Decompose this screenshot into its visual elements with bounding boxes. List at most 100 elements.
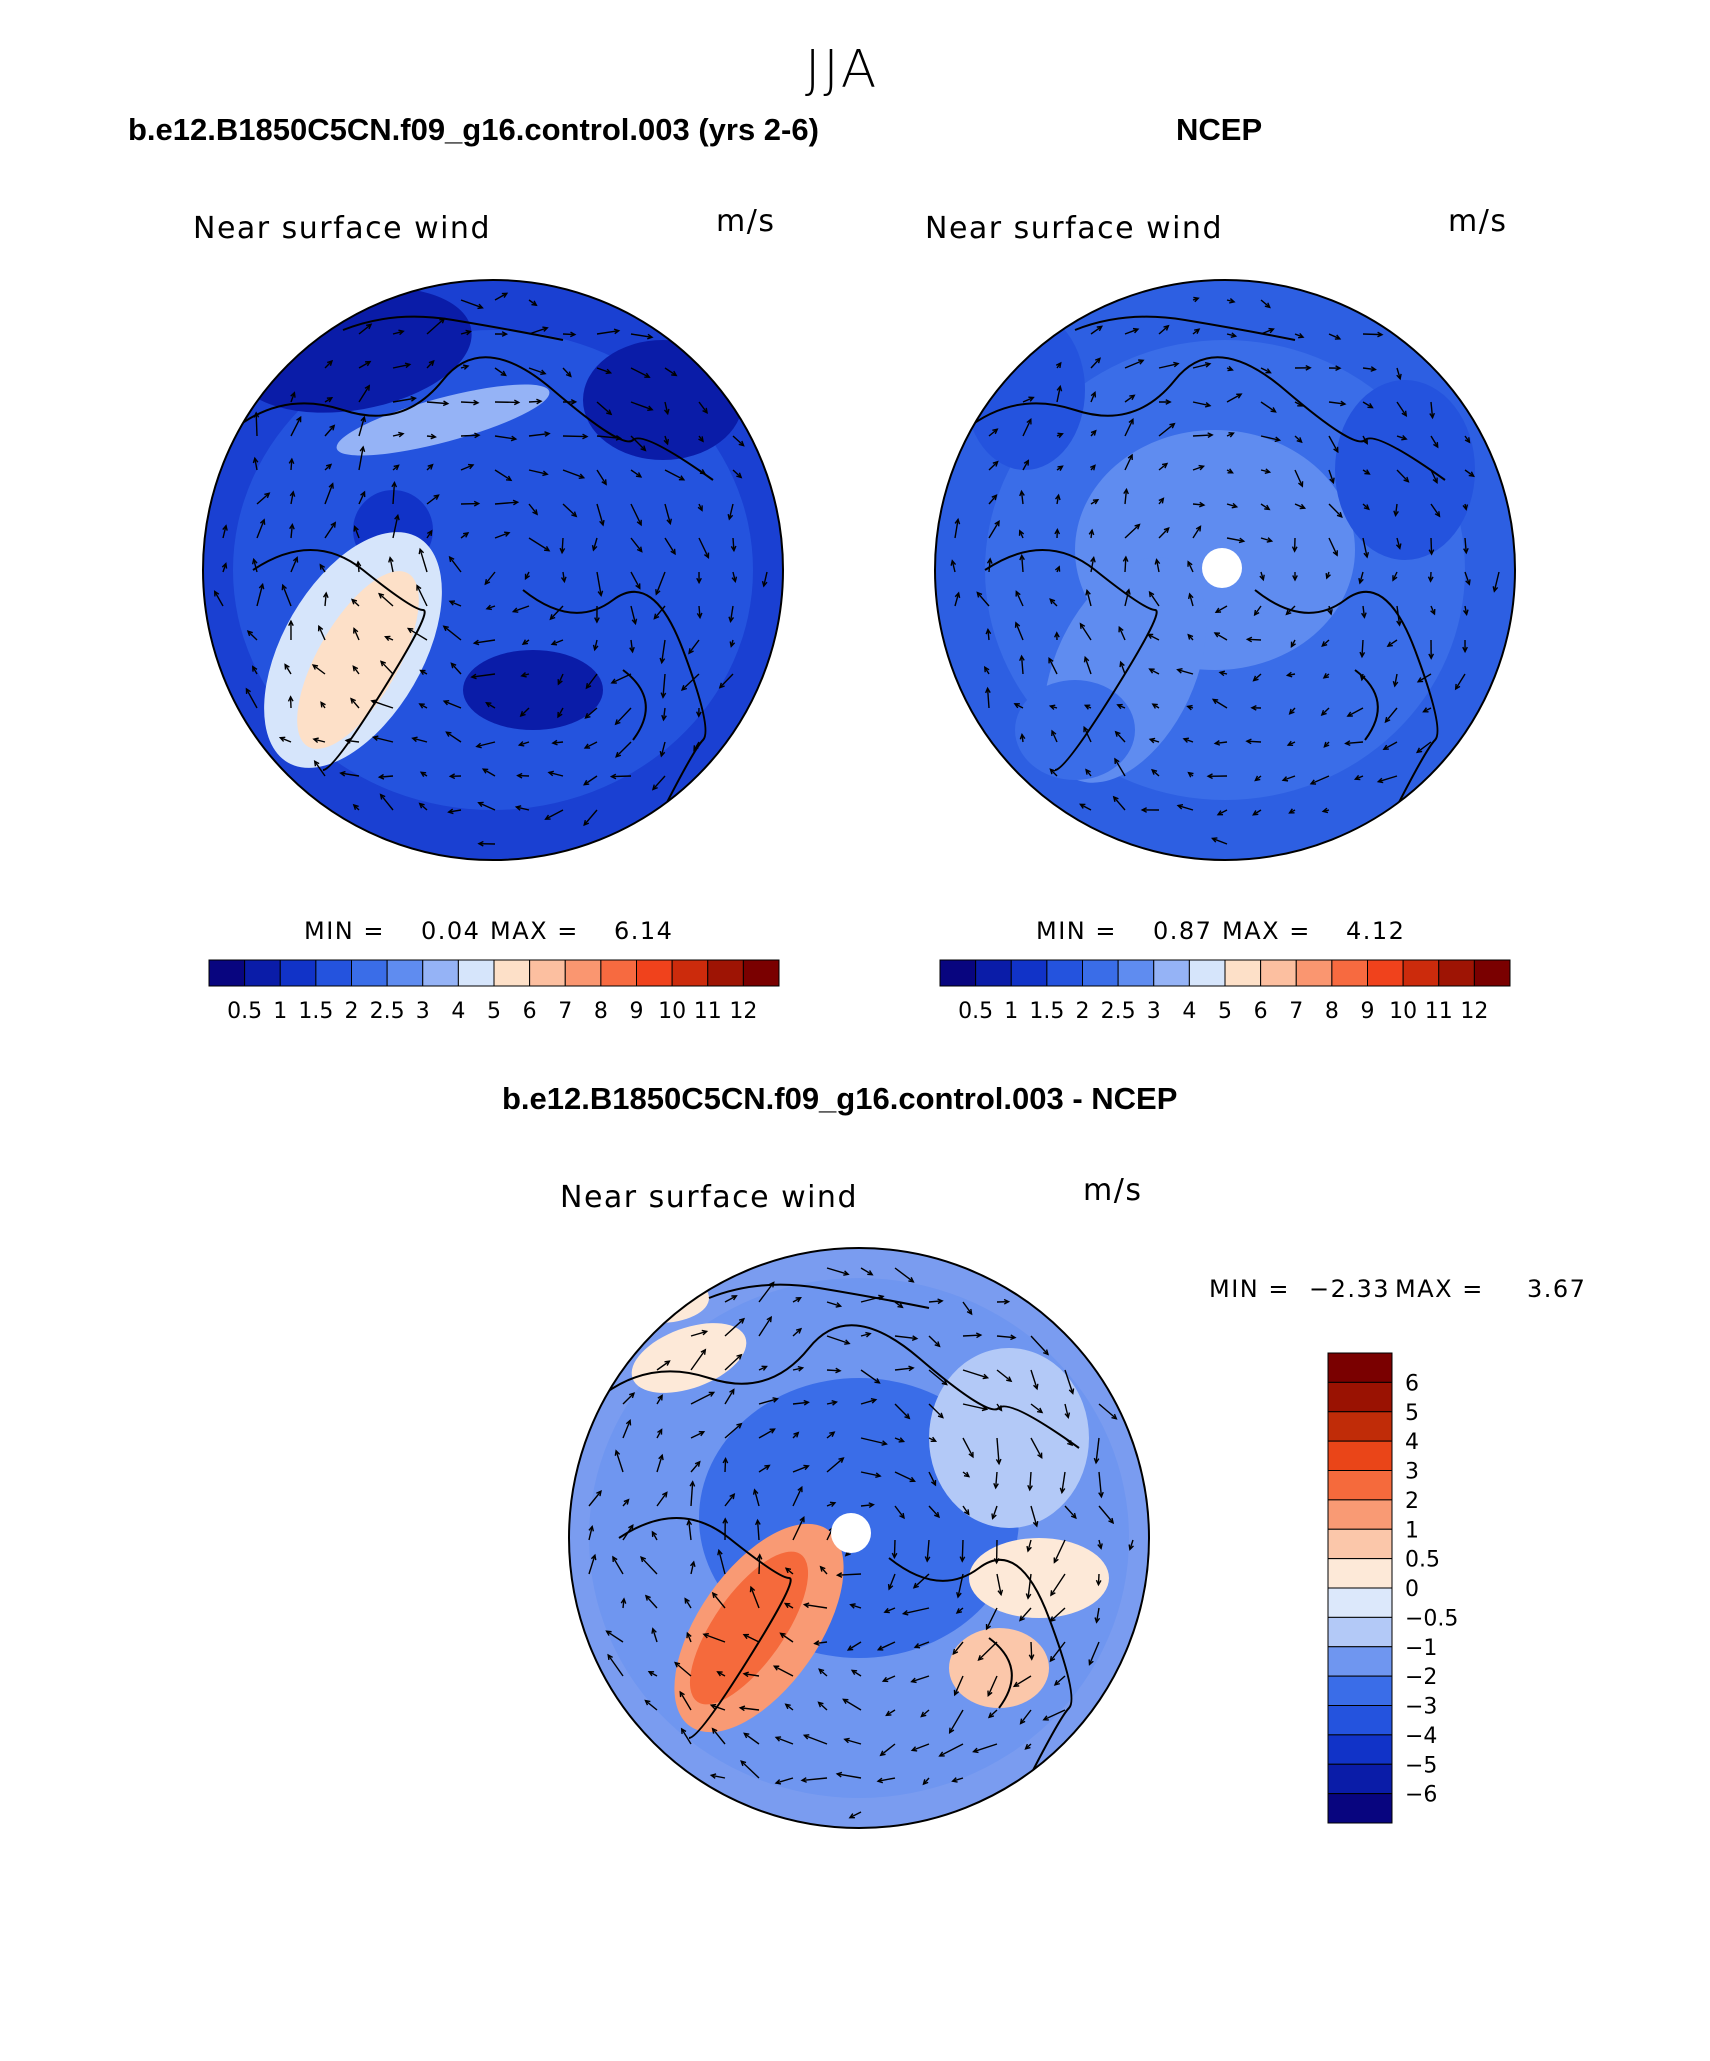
model-wind-vector-head [666, 518, 673, 526]
diff-wind-vector-head [1097, 1543, 1103, 1550]
diff-wind-vector-head [878, 1294, 885, 1301]
model-wind-vector-head [344, 738, 352, 744]
model-wind-vector-head [659, 750, 666, 758]
diff-wind-vector-head [702, 1632, 709, 1639]
diff-wind-vector-head [846, 1645, 854, 1651]
diff-wind-vector-head [897, 1302, 904, 1309]
obs-wind-vector [1020, 656, 1024, 675]
obs-wind-vector-head [1151, 703, 1158, 709]
diff-max-value: 3.67 [1527, 1275, 1587, 1303]
obs-wind-vector [1124, 454, 1133, 471]
obs-wind-vector-head [1433, 442, 1439, 449]
diff-wind-vector-head [910, 1677, 917, 1684]
model-colorbar-tick-label: 6 [523, 999, 537, 1024]
obs-colorbar-swatch [1260, 959, 1297, 987]
diff-wind-vector [961, 1539, 964, 1562]
diff-wind-vector [679, 1691, 692, 1711]
obs-shade-region [1015, 680, 1135, 780]
model-wind-vector [596, 469, 607, 485]
diff-wind-vector [758, 1428, 775, 1439]
obs-wind-vector-head [1140, 807, 1148, 813]
diff-wind-vector-head [764, 1464, 771, 1471]
model-wind-vector-head [445, 731, 452, 737]
diff-wind-vector-head [1128, 1544, 1134, 1551]
model-wind-vector-head [355, 560, 362, 567]
diff-wind-vector [954, 1675, 964, 1696]
diff-wind-vector [1030, 1403, 1043, 1413]
obs-wind-vector-head [1114, 757, 1120, 765]
diff-wind-vector-head [605, 1630, 612, 1636]
diff-wind-vector-head [968, 1451, 974, 1459]
diff-wind-vector [792, 1517, 805, 1541]
diff-wind-vector [724, 1493, 735, 1507]
obs-wind-vector-head [1187, 592, 1194, 600]
model-coastlines [232, 315, 714, 831]
model-wind-vector [688, 639, 700, 654]
model-wind-vector-head [278, 736, 286, 742]
obs-wind-vector [988, 558, 991, 573]
model-wind-vector-head [693, 745, 699, 752]
obs-wind-vector [1387, 639, 1398, 647]
model-wind-vector [426, 494, 439, 505]
diff-wind-vector-head [1059, 1487, 1066, 1495]
obs-wind-vector-head [1023, 459, 1030, 466]
obs-panel-title: NCEP [1176, 112, 1263, 147]
diff-wind-vector [847, 1641, 862, 1651]
obs-wind-vector [1226, 537, 1244, 542]
model-wind-vector-head [582, 779, 590, 786]
diff-wind-vector-head [937, 1298, 944, 1305]
model-wind-vector-head [583, 743, 591, 749]
diff-wind-vector-head [754, 1518, 761, 1526]
diff-wind-vector [645, 1595, 658, 1609]
diff-wind-vector [615, 1450, 624, 1473]
model-wind-vector-head [477, 840, 484, 847]
diff-wind-vector-head [1042, 1715, 1049, 1721]
diff-wind-vector-head [963, 1509, 970, 1516]
diff-wind-vector [957, 1573, 964, 1598]
model-min-label: MIN = [304, 917, 385, 945]
diff-wind-vector-head [937, 1412, 944, 1419]
obs-wind-vector-head [1231, 502, 1239, 509]
model-wind-vector-head [364, 384, 371, 391]
model-wind-vector-head [532, 509, 539, 516]
diff-wind-vector [607, 1654, 624, 1677]
model-wind-vector [732, 571, 736, 582]
model-wind-vector-head [531, 300, 538, 307]
diff-wind-vector [743, 1673, 760, 1677]
obs-wind-vector-head [1163, 526, 1170, 534]
diff-wind-vector [674, 1662, 692, 1677]
obs-wind-vector [1362, 333, 1383, 336]
diff-wind-vector-head [843, 1270, 850, 1276]
diff-wind-vector [1054, 1675, 1066, 1686]
model-wind-vector-head [730, 545, 737, 553]
model-wind-vector [528, 367, 546, 375]
obs-wind-vector [1177, 804, 1194, 811]
model-wind-vector-head [339, 770, 346, 777]
obs-wind-vector [1118, 627, 1126, 641]
diff-wind-vector [820, 1566, 828, 1575]
obs-wind-vector-head [1281, 776, 1289, 782]
model-wind-vector-head [585, 682, 592, 690]
model-wind-vector [256, 584, 264, 607]
obs-wind-vector [988, 461, 999, 471]
obs-wind-vector-head [1211, 837, 1218, 843]
obs-wind-vector-head [1238, 537, 1246, 544]
diff-wind-vector-head [686, 1519, 693, 1526]
diff-wind-vector [949, 1709, 964, 1734]
model-colorbar-tick-label: 1 [273, 999, 287, 1024]
obs-wind-vector-head [1123, 487, 1129, 495]
obs-wind-vector [1328, 537, 1338, 556]
diff-wind-vector [588, 1490, 602, 1507]
obs-wind-vector-head [1268, 327, 1275, 334]
obs-wind-vector-head [1128, 418, 1134, 425]
model-shade-region [583, 340, 743, 460]
diff-wind-vector-head [717, 1548, 723, 1556]
obs-wind-vector-head [1384, 716, 1391, 724]
obs-wind-vector-head [1422, 707, 1429, 713]
obs-wind-vector-head [1430, 608, 1436, 616]
diff-wind-vector [1030, 1335, 1049, 1355]
diff-wind-vector-head [698, 1431, 706, 1437]
diff-wind-vector [780, 1632, 794, 1643]
diff-wind-vector-head [716, 1671, 723, 1677]
model-wind-vector-head [547, 770, 555, 777]
